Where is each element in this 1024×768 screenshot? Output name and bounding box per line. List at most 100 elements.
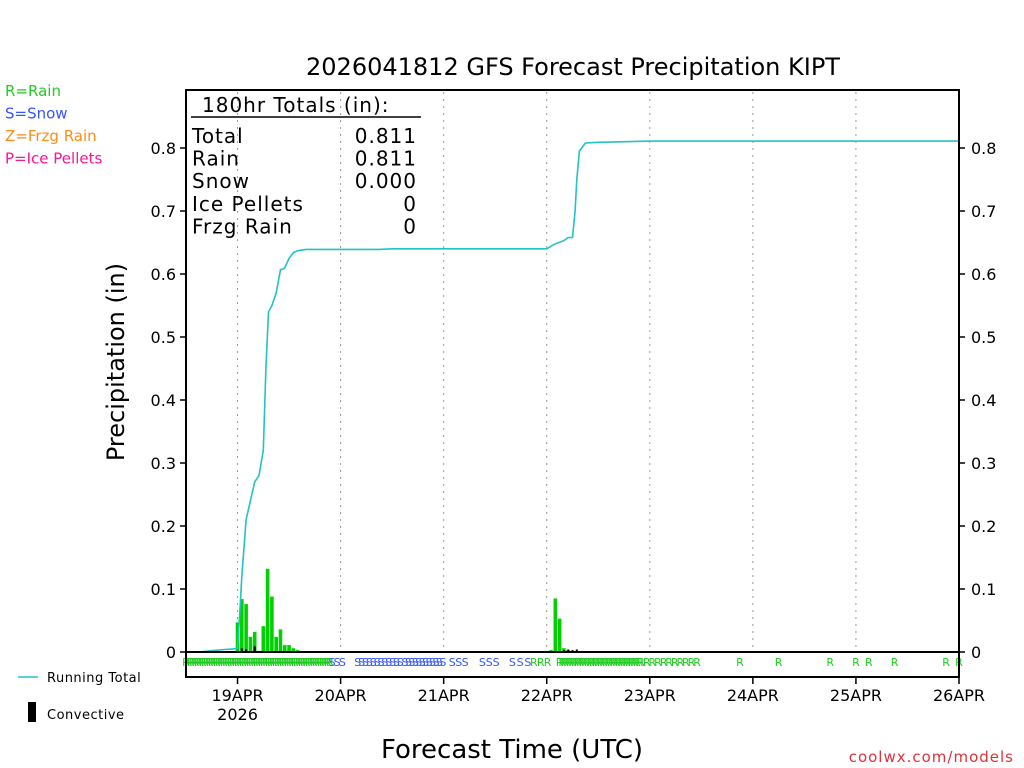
precip-type-marker: R: [576, 656, 584, 669]
totals-row-label: Ice Pellets: [192, 192, 304, 216]
precip-type-marker: R: [192, 656, 200, 669]
precip-type-marker: R: [248, 656, 256, 669]
x-tick-label: 26APR: [933, 686, 985, 705]
precip-type-marker: R: [682, 656, 690, 669]
precip-type-marker: R: [625, 656, 633, 669]
precip-type-marker: S: [362, 656, 369, 669]
precip-type-marker: S: [397, 656, 404, 669]
precip-type-marker: R: [693, 656, 701, 669]
precip-type-marker: R: [241, 656, 249, 669]
precip-type-marker: R: [324, 656, 332, 669]
precip-type-marker: S: [422, 656, 429, 669]
totals-row-value: 0: [403, 214, 417, 238]
source-credit: coolwx.com/models: [849, 748, 1014, 766]
precip-type-marker: R: [260, 656, 268, 669]
precip-type-marker: S: [402, 656, 409, 669]
x-tick-sublabel: 2026: [217, 705, 258, 724]
precip-type-marker: R: [208, 656, 216, 669]
precip-type-marker: R: [211, 656, 219, 669]
precip-type-marker: S: [370, 656, 377, 669]
totals-row-value: 0.811: [355, 147, 417, 171]
precip-type-marker: S: [415, 656, 422, 669]
precip-type-marker: R: [636, 656, 644, 669]
precip-type-marker: R: [281, 656, 289, 669]
precip-type-marker: R: [270, 656, 278, 669]
x-tick-label: 20APR: [315, 686, 367, 705]
totals-row-label: Total: [191, 124, 244, 148]
convective-legend-swatch: [28, 702, 36, 722]
precip-type-marker: R: [571, 656, 579, 669]
precip-type-marker: R: [628, 656, 636, 669]
precip-type-marker: S: [479, 656, 486, 669]
precip-type-marker: R: [631, 656, 639, 669]
convective-bar: [567, 649, 570, 652]
totals-row-label: Rain: [192, 147, 240, 171]
precip-type-marker: R: [218, 656, 226, 669]
y-tick-label-left: 0.8: [151, 139, 176, 158]
precip-type-marker: R: [600, 656, 608, 669]
precip-type-marker: S: [436, 656, 443, 669]
precip-type-marker: S: [405, 656, 412, 669]
y-tick-label-right: 0.4: [971, 391, 996, 410]
precip-type-marker: R: [582, 656, 590, 669]
precip-type-marker: R: [288, 656, 296, 669]
precip-type-marker: R: [279, 656, 287, 669]
precip-type-marker: R: [317, 656, 325, 669]
precip-type-marker: R: [265, 656, 273, 669]
precip-bar: [282, 645, 287, 652]
precip-type-legend-item: P=Ice Pellets: [5, 150, 102, 168]
precip-type-marker: S: [381, 656, 388, 669]
precip-type-marker: R: [203, 656, 211, 669]
precip-type-marker: R: [244, 656, 252, 669]
x-tick-label: 21APR: [418, 686, 470, 705]
precip-type-marker: R: [637, 656, 645, 669]
gridlines: [237, 92, 857, 652]
running-total-line-group: [186, 140, 959, 653]
precip-type-marker: S: [455, 656, 462, 669]
precip-type-marker: R: [298, 656, 306, 669]
x-tick-label: 23APR: [624, 686, 676, 705]
y-tick-label-left: 0.5: [151, 328, 176, 347]
precip-type-marker: S: [517, 656, 524, 669]
precip-type-marker: S: [408, 656, 415, 669]
precip-bar: [252, 631, 257, 652]
plot-frame: [185, 89, 960, 678]
precip-type-marker: R: [584, 656, 592, 669]
totals-row-label: Frzg Rain: [192, 214, 293, 238]
precip-type-marker: R: [688, 656, 696, 669]
precip-type-marker: R: [220, 656, 228, 669]
precip-type-marker: R: [234, 656, 242, 669]
y-tick-label-right: 0.7: [971, 202, 996, 221]
series-legend: Running Total Convective: [18, 671, 141, 723]
precip-type-marker: R: [942, 656, 950, 669]
precip-type-marker: R: [620, 656, 628, 669]
precip-type-marker: R: [227, 656, 235, 669]
precip-type-marker: R: [319, 656, 327, 669]
y-tick-label-left: 0.7: [151, 202, 176, 221]
precip-type-marker: R: [187, 656, 195, 669]
precip-type-marker: S: [412, 656, 419, 669]
precip-type-marker: R: [277, 656, 285, 669]
precip-bar: [274, 636, 278, 652]
y-tick-label-left: 0.1: [151, 580, 176, 599]
precip-type-marker: R: [592, 656, 600, 669]
precip-type-marker: R: [612, 656, 620, 669]
y-tick-label-right: 0: [971, 643, 981, 662]
precip-type-marker: R: [284, 656, 292, 669]
y-tick-label-left: 0.6: [151, 265, 176, 284]
precip-type-marker: R: [326, 656, 334, 669]
precip-bar: [248, 636, 253, 652]
y-tick-label-right: 0.1: [971, 580, 996, 599]
precip-type-marker: R: [286, 656, 294, 669]
precip-type-marker: R: [649, 656, 657, 669]
precip-type-marker: S: [354, 656, 361, 669]
precip-bar: [557, 618, 562, 652]
precip-type-marker: R: [222, 656, 230, 669]
precip-type-marker: R: [530, 656, 538, 669]
precip-bar: [553, 598, 558, 652]
x-axis-title: Forecast Time (UTC): [381, 735, 643, 765]
totals-row-label: Snow: [192, 169, 250, 193]
totals-row-value: 0.000: [355, 169, 417, 193]
precip-type-marker: R: [660, 656, 668, 669]
y-tick-label-right: 0.2: [971, 517, 996, 536]
